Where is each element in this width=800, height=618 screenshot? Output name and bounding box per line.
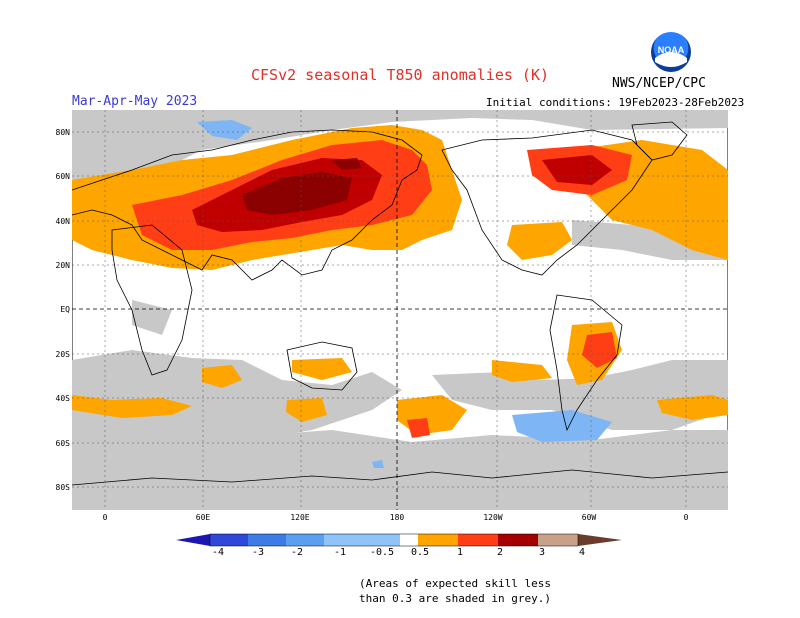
colorbar-label: -3	[251, 547, 265, 558]
lat-label: 40N	[55, 217, 70, 226]
noaa-logo: NOAA	[651, 32, 691, 72]
colorbar-label: -2	[290, 547, 304, 558]
lat-label: 80N	[55, 128, 70, 137]
lon-label: 120W	[483, 513, 503, 522]
footnote: (Areas of expected skill less than 0.3 a…	[340, 576, 570, 606]
colorbar-label: -4	[211, 547, 225, 558]
colorbar-label: 3	[538, 547, 546, 558]
lon-label: 60W	[581, 513, 597, 522]
lat-label: 20N	[55, 261, 70, 270]
lat-label: 60N	[55, 172, 70, 181]
org-label: NWS/NCEP/CPC	[612, 76, 706, 91]
lon-label: 60E	[195, 513, 211, 522]
lat-label: 80S	[55, 483, 70, 492]
graticule	[72, 110, 728, 510]
colorbar-label: 1	[456, 547, 464, 558]
anomaly-map	[72, 110, 728, 510]
negative-anomaly-areas	[197, 120, 612, 468]
lon-label: 0	[102, 513, 108, 522]
initial-conditions-label: Initial conditions: 19Feb2023-28Feb2023	[486, 96, 745, 109]
colorbar-label: 2	[496, 547, 504, 558]
lat-label: 20S	[55, 350, 70, 359]
period-label: Mar-Apr-May 2023	[72, 94, 198, 109]
colorbar-label: -0.5	[369, 547, 395, 558]
lon-label: 120E	[290, 513, 310, 522]
lon-label: 180	[389, 513, 405, 522]
colorbar-label: 0.5	[410, 547, 430, 558]
map-title: CFSv2 seasonal T850 anomalies (K)	[250, 66, 549, 84]
positive-anomaly-3	[242, 158, 362, 215]
coastlines	[72, 121, 728, 486]
equator-dateline	[72, 110, 728, 510]
svg-text:NOAA: NOAA	[658, 45, 685, 55]
lat-label: 60S	[55, 439, 70, 448]
footnote-line-2: than 0.3 are shaded in grey.)	[358, 592, 552, 605]
lon-label: 0	[683, 513, 689, 522]
colorbar-label: -1	[333, 547, 347, 558]
colorbar-label: 4	[578, 547, 586, 558]
colorbar	[176, 533, 622, 547]
footnote-line-1: (Areas of expected skill less	[358, 577, 552, 590]
lat-label: 40S	[55, 394, 70, 403]
lat-label: EQ	[60, 305, 70, 314]
